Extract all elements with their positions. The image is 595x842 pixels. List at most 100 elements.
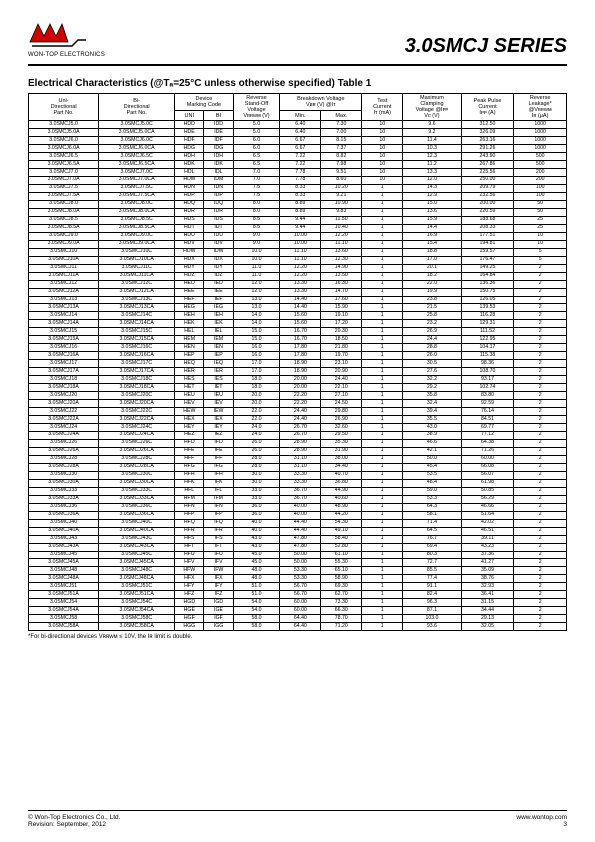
table-cell: 3.0SMCJ24CA bbox=[99, 431, 175, 439]
table-cell: 3.0SMCJ7.0C bbox=[99, 169, 175, 177]
table-cell: IFU bbox=[204, 551, 233, 559]
table-cell: 3.0SMCJ18C bbox=[99, 376, 175, 384]
table-cell: IFH bbox=[204, 471, 233, 479]
table-cell: 18.90 bbox=[280, 368, 321, 376]
table-cell: 10.0 bbox=[233, 248, 280, 256]
table-cell: 43.0 bbox=[403, 424, 461, 432]
table-cell: IES bbox=[204, 376, 233, 384]
table-cell: 7.0 bbox=[233, 169, 280, 177]
table-cell: 64.5 bbox=[403, 527, 461, 535]
table-cell: 7.30 bbox=[321, 121, 362, 129]
table-row: 3.0SMCJ8.53.0SMCJ8.5CHDSIDS8.59.4411.501… bbox=[29, 216, 567, 224]
table-cell: HFN bbox=[175, 503, 204, 511]
table-cell: IDK bbox=[204, 161, 233, 169]
table-row: 3.0SMCJ17A3.0SMCJ17CAHERIER17.018.9020.9… bbox=[29, 368, 567, 376]
table-cell: 1 bbox=[362, 559, 403, 567]
table-row: 3.0SMCJ6.0A3.0SMCJ6.0CAHDGIDG6.06.677.37… bbox=[29, 145, 567, 153]
table-cell: 1 bbox=[362, 424, 403, 432]
table-cell: IEQ bbox=[204, 360, 233, 368]
table-row: 3.0SMCJ10A3.0SMCJ10CAHDXIDX10.011.1012.3… bbox=[29, 256, 567, 264]
page-header: WON-TOP ELECTRONICS 3.0SMCJ SERIES bbox=[28, 20, 567, 66]
table-cell: 8.82 bbox=[321, 153, 362, 161]
table-cell: 3.0SMCJ28CA bbox=[99, 463, 175, 471]
table-cell: 10.00 bbox=[280, 240, 321, 248]
table-cell: 1 bbox=[362, 615, 403, 623]
footer-page: 3 bbox=[516, 821, 567, 828]
table-cell: 3.0SMCJ51 bbox=[29, 583, 99, 591]
table-cell: 3.0SMCJ28C bbox=[99, 455, 175, 463]
table-cell: HFW bbox=[175, 567, 204, 575]
table-cell: 3.0SMCJ30A bbox=[29, 479, 99, 487]
table-cell: 11.4 bbox=[403, 137, 461, 145]
table-cell: IDU bbox=[204, 232, 233, 240]
table-cell: 20.0 bbox=[233, 392, 280, 400]
table-row: 3.0SMCJ143.0SMCJ14CHEHIEH14.015.6019.101… bbox=[29, 312, 567, 320]
table-cell: 1 bbox=[362, 567, 403, 575]
table-cell: 20.90 bbox=[321, 368, 362, 376]
table-cell: 43.23 bbox=[461, 543, 514, 551]
table-cell: 8.89 bbox=[280, 208, 321, 216]
table-cell: 18.2 bbox=[403, 272, 461, 280]
table-cell: 44.20 bbox=[321, 511, 362, 519]
table-cell: 1 bbox=[362, 591, 403, 599]
table-cell: 30.0 bbox=[233, 471, 280, 479]
table-cell: IFL bbox=[204, 487, 233, 495]
table-cell: 30.5 bbox=[403, 360, 461, 368]
table-cell: 17.60 bbox=[321, 296, 362, 304]
company-logo-icon bbox=[28, 20, 88, 50]
table-cell: 15.0 bbox=[233, 336, 280, 344]
table-cell: 29.50 bbox=[321, 431, 362, 439]
table-cell: 3.0SMCJ40 bbox=[29, 519, 99, 527]
table-cell: HFY bbox=[175, 583, 204, 591]
table-cell: 3.0SMCJ12C bbox=[99, 280, 175, 288]
table-cell: 8.0 bbox=[233, 200, 280, 208]
table-cell: 1 bbox=[362, 583, 403, 591]
table-cell: 3.0SMCJ30 bbox=[29, 471, 99, 479]
table-cell: HDY bbox=[175, 264, 204, 272]
col-vbr-min: Min. bbox=[280, 110, 321, 120]
table-cell: 108.70 bbox=[461, 368, 514, 376]
table-cell: 12.20 bbox=[280, 272, 321, 280]
table-cell: 15.60 bbox=[280, 312, 321, 320]
table-cell: 6.5 bbox=[233, 161, 280, 169]
table-cell: 11.50 bbox=[321, 216, 362, 224]
table-cell: 2 bbox=[514, 551, 567, 559]
table-cell: 10 bbox=[514, 232, 567, 240]
table-cell: 3.0SMCJ6.5C bbox=[99, 153, 175, 161]
table-cell: 12.0 bbox=[233, 288, 280, 296]
table-cell: 15.0 bbox=[403, 200, 461, 208]
table-cell: 2 bbox=[514, 623, 567, 631]
table-cell: 87.1 bbox=[403, 607, 461, 615]
table-cell: 29.13 bbox=[461, 615, 514, 623]
table-cell: 55.30 bbox=[321, 559, 362, 567]
table-cell: 3.0SMCJ58 bbox=[29, 615, 99, 623]
table-cell: 56.70 bbox=[280, 591, 321, 599]
table-cell: 3.0SMCJ15CA bbox=[99, 336, 175, 344]
table-cell: 3.0SMCJ6.0CA bbox=[99, 145, 175, 153]
table-cell: 64.40 bbox=[280, 615, 321, 623]
table-cell: 3.0SMCJ54C bbox=[99, 599, 175, 607]
table-cell: 44.40 bbox=[280, 519, 321, 527]
table-cell: 25 bbox=[514, 216, 567, 224]
table-row: 3.0SMCJ5.0A3.0SMCJ5.0CAHDEIDE5.06.407.00… bbox=[29, 129, 567, 137]
table-row: 3.0SMCJ103.0SMCJ10CHDWIDW10.011.1013.601… bbox=[29, 248, 567, 256]
table-cell: 60.00 bbox=[280, 599, 321, 607]
table-cell: 3.0SMCJ5.0C bbox=[99, 121, 175, 129]
table-cell: 100 bbox=[514, 184, 567, 192]
table-cell: 33.30 bbox=[280, 471, 321, 479]
table-cell: 50.00 bbox=[280, 559, 321, 567]
table-cell: 69.4 bbox=[403, 543, 461, 551]
table-cell: 21.80 bbox=[321, 344, 362, 352]
table-cell: 45.0 bbox=[233, 559, 280, 567]
table-cell: 3.0SMCJ7.5CA bbox=[99, 192, 175, 200]
table-cell: 38.00 bbox=[321, 455, 362, 463]
table-cell: 3.0SMCJ7.5 bbox=[29, 184, 99, 192]
table-cell: 19.70 bbox=[321, 352, 362, 360]
table-cell: 39.4 bbox=[403, 408, 461, 416]
table-cell: 43.0 bbox=[233, 543, 280, 551]
table-row: 3.0SMCJ453.0SMCJ45CHFUIFU45.050.0061.101… bbox=[29, 551, 567, 559]
table-cell: 2 bbox=[514, 591, 567, 599]
table-cell: 7.78 bbox=[280, 176, 321, 184]
table-cell: HGG bbox=[175, 623, 204, 631]
col-ir: ReverseLeakage*@VʀʀᴡᴍIʀ (µA) bbox=[514, 94, 567, 121]
